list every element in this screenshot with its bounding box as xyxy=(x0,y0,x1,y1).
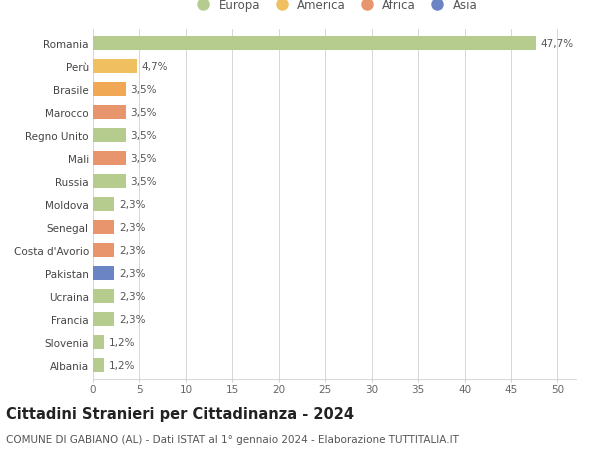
Text: 2,3%: 2,3% xyxy=(119,291,146,301)
Bar xyxy=(93,312,115,326)
Bar xyxy=(93,174,125,188)
Legend: Europa, America, Africa, Asia: Europa, America, Africa, Asia xyxy=(187,0,482,17)
Text: 1,2%: 1,2% xyxy=(109,360,135,370)
Bar xyxy=(93,266,115,280)
Bar xyxy=(93,289,115,303)
Bar xyxy=(93,335,104,349)
Text: 3,5%: 3,5% xyxy=(130,153,157,163)
Bar xyxy=(93,128,125,142)
Bar xyxy=(93,105,125,119)
Bar xyxy=(93,220,115,234)
Bar xyxy=(93,151,125,165)
Bar xyxy=(93,243,115,257)
Text: 2,3%: 2,3% xyxy=(119,222,146,232)
Bar xyxy=(93,82,125,96)
Text: 2,3%: 2,3% xyxy=(119,268,146,278)
Bar xyxy=(93,59,137,73)
Text: 3,5%: 3,5% xyxy=(130,176,157,186)
Bar xyxy=(93,358,104,372)
Text: 2,3%: 2,3% xyxy=(119,314,146,324)
Text: 2,3%: 2,3% xyxy=(119,199,146,209)
Text: Cittadini Stranieri per Cittadinanza - 2024: Cittadini Stranieri per Cittadinanza - 2… xyxy=(6,406,354,421)
Text: 2,3%: 2,3% xyxy=(119,245,146,255)
Text: 3,5%: 3,5% xyxy=(130,107,157,118)
Bar xyxy=(93,197,115,211)
Text: COMUNE DI GABIANO (AL) - Dati ISTAT al 1° gennaio 2024 - Elaborazione TUTTITALIA: COMUNE DI GABIANO (AL) - Dati ISTAT al 1… xyxy=(6,434,459,444)
Text: 4,7%: 4,7% xyxy=(142,62,168,72)
Text: 1,2%: 1,2% xyxy=(109,337,135,347)
Bar xyxy=(93,36,536,50)
Text: 3,5%: 3,5% xyxy=(130,130,157,140)
Text: 47,7%: 47,7% xyxy=(541,39,574,49)
Text: 3,5%: 3,5% xyxy=(130,84,157,95)
